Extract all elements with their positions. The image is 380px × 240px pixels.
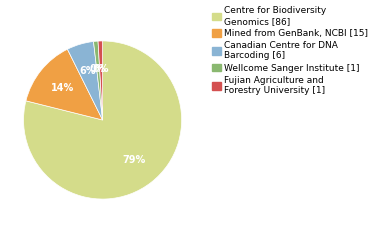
Wedge shape [26,49,103,120]
Legend: Centre for Biodiversity
Genomics [86], Mined from GenBank, NCBI [15], Canadian C: Centre for Biodiversity Genomics [86], M… [210,5,370,97]
Text: 14%: 14% [51,83,74,93]
Wedge shape [67,42,103,120]
Text: 6%: 6% [80,66,96,76]
Wedge shape [98,41,103,120]
Wedge shape [24,41,182,199]
Text: 0%: 0% [90,64,106,74]
Wedge shape [93,41,103,120]
Text: 0%: 0% [93,64,109,74]
Text: 79%: 79% [123,156,146,166]
